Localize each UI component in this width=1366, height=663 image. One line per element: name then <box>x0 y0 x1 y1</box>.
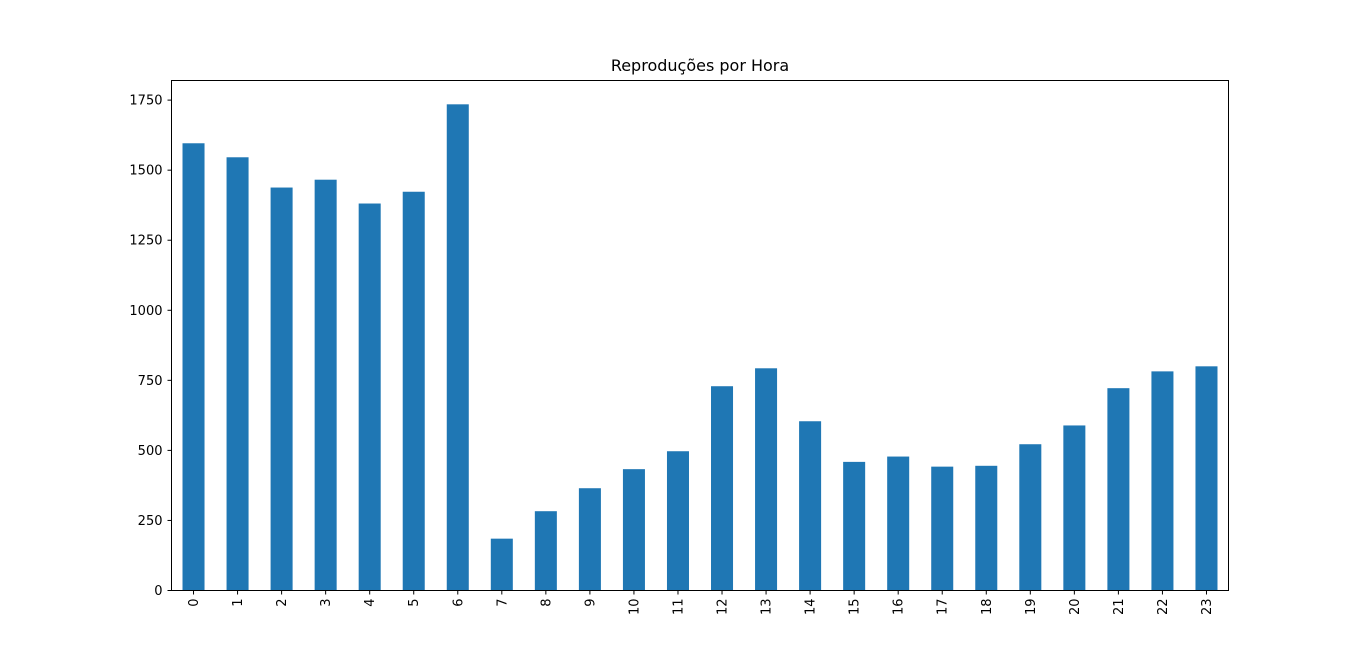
bar-hour-10 <box>622 469 645 591</box>
bar-hour-6 <box>446 104 469 591</box>
bar-hour-19 <box>1019 444 1042 591</box>
bar-hour-5 <box>402 191 425 591</box>
x-tick-label: 16 <box>892 599 907 616</box>
bar-hour-8 <box>534 511 557 591</box>
y-tick-label: 1250 <box>129 234 162 249</box>
y-tick-label: 1750 <box>129 94 162 109</box>
chart-title: Reproduções por Hora <box>611 56 789 75</box>
x-tick-label: 4 <box>363 599 378 607</box>
bar-hour-23 <box>1195 366 1218 591</box>
x-tick-label: 9 <box>583 599 598 607</box>
x-tick-label: 7 <box>495 599 510 607</box>
bar-hour-15 <box>843 461 866 591</box>
plot-area-frame <box>171 80 1229 591</box>
bar-hour-4 <box>358 203 381 591</box>
x-tick-label: 1 <box>231 599 246 607</box>
bar-hour-0 <box>182 143 205 591</box>
x-tick-label: 12 <box>716 599 731 616</box>
x-tick-label: 20 <box>1068 599 1083 616</box>
x-tick-label: 6 <box>451 599 466 607</box>
bar-hour-17 <box>931 466 954 591</box>
x-tick-label: 14 <box>804 599 819 616</box>
bar-hour-3 <box>314 179 337 591</box>
x-tick-label: 2 <box>275 599 290 607</box>
bar-hour-9 <box>578 488 601 591</box>
x-tick-label: 23 <box>1200 599 1215 616</box>
y-tick-label: 750 <box>138 374 163 389</box>
bar-hour-16 <box>887 456 910 591</box>
bar-hour-12 <box>711 386 734 591</box>
y-tick-label: 1000 <box>129 304 162 319</box>
x-tick-label: 3 <box>319 599 334 607</box>
x-tick-label: 21 <box>1112 599 1127 616</box>
bars-group <box>182 104 1218 591</box>
bar-hour-21 <box>1107 388 1130 591</box>
x-tick-label: 22 <box>1156 599 1171 616</box>
y-axis: 0 250 500 750 1000 1250 1500 1750 <box>129 94 172 599</box>
y-tick-label: 250 <box>138 514 163 529</box>
bar-hour-11 <box>666 451 689 591</box>
x-tick-label: 17 <box>936 599 951 616</box>
bar-hour-20 <box>1063 425 1086 591</box>
y-tick-label: 500 <box>138 444 163 459</box>
bar-hour-2 <box>270 187 293 591</box>
bar-hour-22 <box>1151 371 1174 591</box>
bar-hour-1 <box>226 157 249 591</box>
x-tick-label: 11 <box>671 599 686 616</box>
x-tick-label: 0 <box>187 599 202 607</box>
x-tick-label: 13 <box>760 599 775 616</box>
x-tick-label: 18 <box>980 599 995 616</box>
x-tick-label: 19 <box>1024 599 1039 616</box>
x-tick-label: 15 <box>848 599 863 616</box>
bar-hour-14 <box>799 421 822 591</box>
bar-hour-13 <box>755 368 778 591</box>
x-tick-label: 10 <box>627 599 642 616</box>
y-tick-label: 0 <box>154 584 162 599</box>
bar-hour-18 <box>975 465 998 591</box>
y-tick-label: 1500 <box>129 164 162 179</box>
x-tick-label: 8 <box>539 599 554 607</box>
bar-hour-7 <box>490 538 513 591</box>
x-tick-label: 5 <box>407 599 422 607</box>
x-axis: 0 1 2 3 4 5 6 7 8 9 10 11 12 13 14 15 16 17 18 19 20 21 22 23 <box>187 590 1215 616</box>
